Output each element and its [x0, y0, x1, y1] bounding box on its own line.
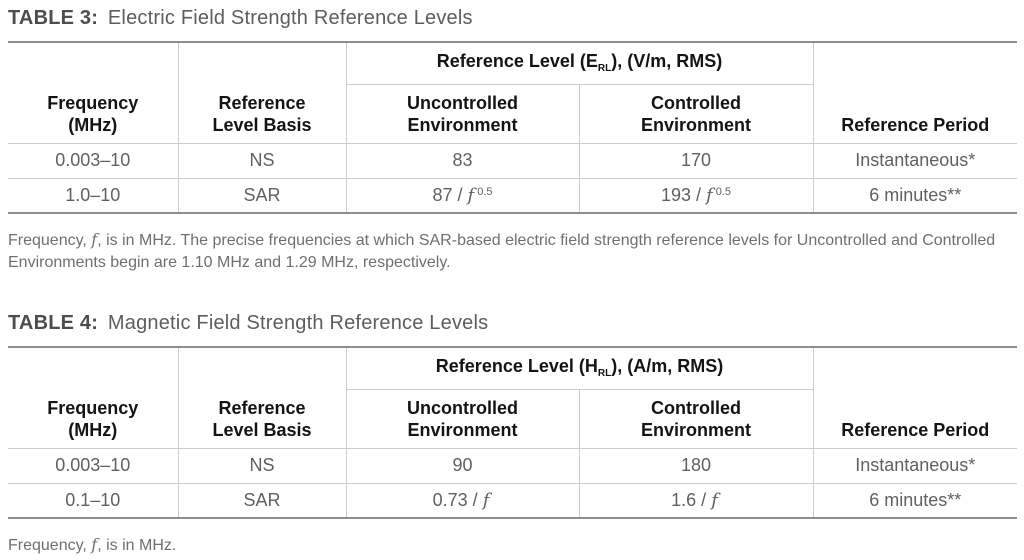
span-header-prefix: Reference Level (E: [436, 51, 598, 72]
table4-col-header-basis: Reference Level Basis: [177, 347, 347, 449]
cell-uncontrolled-formula: 87 / f 0.5: [345, 178, 580, 213]
header-line: Uncontrolled: [407, 92, 518, 113]
cell-period: 6 minutes**: [812, 178, 1018, 213]
table4-magnetic-field: Frequency (MHz) Reference Level Basis Re…: [8, 346, 1018, 519]
header-line: Reference Period: [841, 419, 990, 440]
formula-f-variable: f: [711, 489, 718, 511]
table4-title-text: Magnetic Field Strength Reference Levels: [107, 312, 489, 334]
table3-col-header-basis: Reference Level Basis: [177, 42, 347, 144]
formula-exponent: 0.5: [715, 185, 732, 198]
cell-basis: NS: [177, 143, 347, 179]
header-line: Level Basis: [212, 419, 312, 440]
footnote-f-variable: f: [91, 535, 98, 554]
footnote-post: , is in MHz.: [97, 537, 177, 554]
header-line: Uncontrolled: [407, 397, 518, 418]
formula-pre: 0.73 /: [432, 489, 483, 510]
cell-frequency: 0.003–10: [8, 448, 179, 484]
header-line: Environment: [407, 419, 518, 440]
cell-period: Instantaneous*: [812, 143, 1018, 179]
header-line: Level Basis: [212, 114, 312, 135]
formula-f-variable: f: [706, 184, 713, 206]
footnote-f-variable: f: [91, 230, 98, 249]
table4-title-label: TABLE 4:: [8, 312, 99, 334]
table4-col-header-controlled: Controlled Environment: [578, 389, 814, 449]
header-line: Reference Period: [841, 114, 990, 135]
cell-uncontrolled: 83: [345, 143, 580, 179]
header-line: Controlled: [651, 92, 741, 113]
table4-title: TABLE 4: Magnetic Field Strength Referen…: [8, 311, 1017, 335]
table4-span-header-reference-level: Reference Level (HRL), (A/m, RMS): [345, 347, 814, 390]
header-line: Environment: [641, 114, 752, 135]
header-line: Controlled: [651, 397, 741, 418]
table3-span-header-reference-level: Reference Level (ERL), (V/m, RMS): [345, 42, 814, 85]
cell-controlled-formula: 1.6 / f: [578, 483, 814, 518]
cell-basis: SAR: [177, 483, 347, 518]
formula-f-variable: f: [467, 184, 475, 206]
table3-footnote: Frequency, f, is in MHz. The precise fre…: [8, 229, 1017, 274]
formula-pre: 1.6 /: [671, 489, 712, 510]
table4-header-row-span: Frequency (MHz) Reference Level Basis Re…: [8, 347, 1018, 449]
table3-header-row-env: Uncontrolled Environment Controlled Envi…: [8, 84, 1017, 144]
footnote-pre: Frequency,: [8, 537, 92, 554]
table4-col-header-period: Reference Period: [812, 347, 1018, 449]
header-line: (MHz): [68, 114, 118, 135]
span-header-prefix: Reference Level (H: [435, 356, 598, 377]
cell-basis: SAR: [177, 178, 347, 213]
table3-header-row-span: Frequency (MHz) Reference Level Basis Re…: [8, 42, 1018, 144]
table-row: 1.0–10 SAR 87 / f 0.5 193 / f 0.5 6 minute…: [8, 178, 1018, 213]
cell-controlled: 180: [578, 448, 814, 484]
header-line: Frequency: [47, 397, 139, 418]
table3-title-label: TABLE 3:: [8, 7, 99, 29]
span-header-suffix: ), (A/m, RMS): [611, 356, 724, 377]
table-row: 0.003–10 NS 90 180 Instantaneous*: [8, 448, 1018, 484]
cell-uncontrolled-formula: 0.73 / f: [345, 483, 580, 518]
table4-col-header-uncontrolled: Uncontrolled Environment: [345, 389, 580, 449]
cell-period: Instantaneous*: [812, 448, 1018, 484]
cell-frequency: 0.003–10: [8, 143, 179, 179]
table-row: 0.003–10 NS 83 170 Instantaneous*: [8, 143, 1018, 179]
span-header-subscript: RL: [597, 63, 612, 75]
cell-frequency: 0.1–10: [8, 483, 179, 518]
formula-exponent: 0.5: [477, 185, 493, 198]
cell-uncontrolled: 90: [345, 448, 580, 484]
table-row: 0.1–10 SAR 0.73 / f 1.6 / f 6 minutes**: [8, 483, 1018, 518]
formula-pre: 87 /: [432, 184, 468, 205]
header-line: Frequency: [47, 92, 139, 113]
span-header-subscript: RL: [597, 368, 612, 380]
table3-col-header-frequency: Frequency (MHz): [8, 42, 179, 144]
footnote-pre: Frequency,: [8, 232, 92, 249]
header-line: Reference: [218, 397, 306, 418]
formula-f-variable: f: [482, 489, 490, 511]
table3-col-header-controlled: Controlled Environment: [578, 84, 814, 144]
table4-footnote: Frequency, f, is in MHz.: [8, 534, 1017, 557]
table3-col-header-uncontrolled: Uncontrolled Environment: [345, 84, 580, 144]
span-header-suffix: ), (V/m, RMS): [611, 51, 723, 72]
table4-header-row-env: Uncontrolled Environment Controlled Envi…: [8, 389, 1017, 449]
cell-period: 6 minutes**: [812, 483, 1018, 518]
header-line: Reference: [218, 92, 306, 113]
cell-frequency: 1.0–10: [8, 178, 179, 213]
header-line: Environment: [407, 114, 518, 135]
table3-electric-field: Frequency (MHz) Reference Level Basis Re…: [8, 41, 1018, 214]
cell-controlled: 170: [578, 143, 814, 179]
footnote-post: , is in MHz. The precise frequencies at …: [8, 232, 996, 271]
formula-pre: 193 /: [661, 184, 707, 205]
header-line: (MHz): [68, 419, 118, 440]
table3-title: TABLE 3: Electric Field Strength Referen…: [8, 6, 1017, 30]
cell-basis: NS: [177, 448, 347, 484]
table3-title-text: Electric Field Strength Reference Levels: [107, 7, 473, 29]
cell-controlled-formula: 193 / f 0.5: [578, 178, 814, 213]
header-line: Environment: [641, 419, 752, 440]
table3-col-header-period: Reference Period: [812, 42, 1018, 144]
table4-col-header-frequency: Frequency (MHz): [8, 347, 179, 449]
